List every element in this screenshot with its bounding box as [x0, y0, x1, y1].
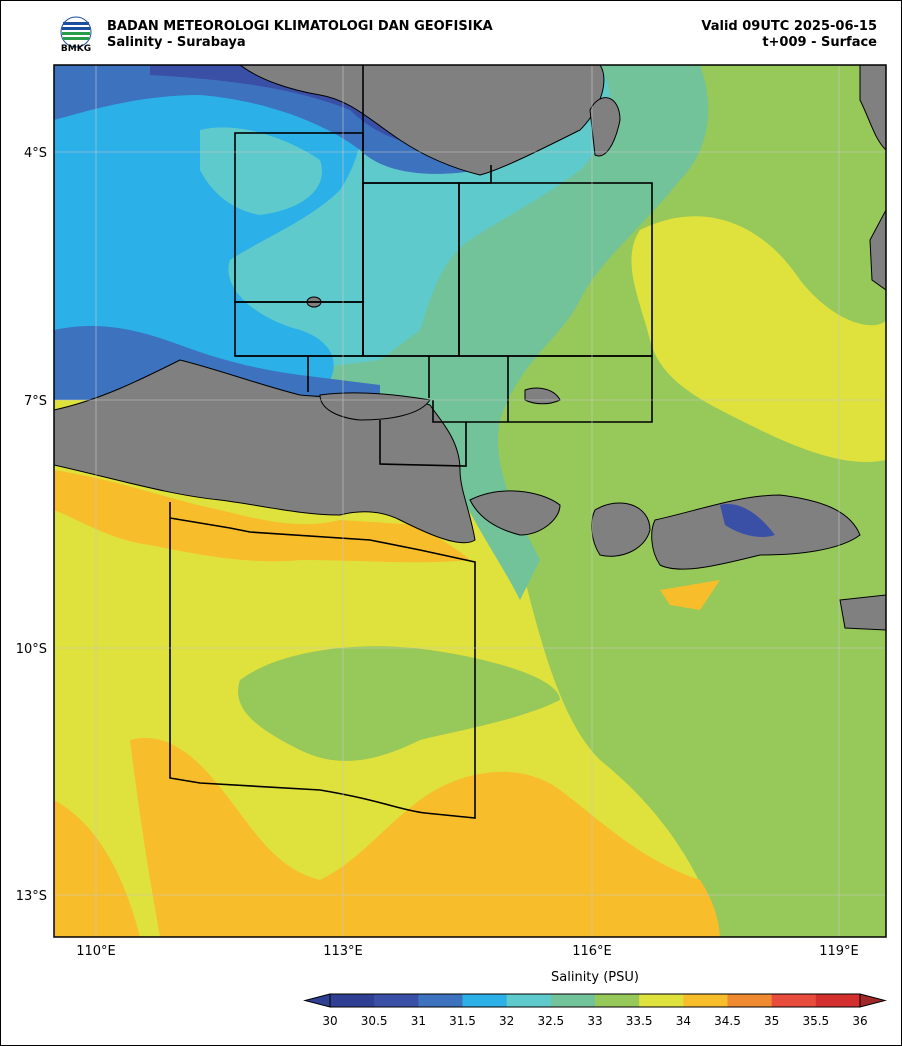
colorbar-bin	[462, 994, 508, 1007]
ocean-orange-south	[130, 738, 720, 937]
lat-label-4s: 4°S	[24, 146, 47, 161]
forecast-zones	[169, 65, 653, 819]
graticule	[54, 65, 886, 937]
colorbar-bin	[418, 994, 463, 1007]
colorbar-arrow-max	[859, 993, 887, 1008]
ocean-yellow-patch	[631, 216, 886, 462]
lead-time: t+009 - Surface	[762, 35, 877, 50]
ocean-orange-small	[660, 580, 720, 610]
land-sumba	[839, 594, 886, 631]
zone-6	[379, 420, 467, 467]
colorbar-bin	[771, 994, 817, 1007]
colorbar-tick-label: 32	[499, 1014, 514, 1028]
colorbar-bin	[374, 994, 419, 1007]
product-title: Salinity - Surabaya	[107, 35, 246, 50]
colorbar-tick-label: 34.5	[714, 1014, 741, 1028]
colorbar-tick-label: 35.5	[802, 1014, 829, 1028]
colorbar-bin	[815, 994, 861, 1007]
colorbar-bin	[330, 994, 375, 1007]
sumbawa-bay	[720, 504, 775, 537]
colorbar-border	[329, 993, 861, 1008]
lat-label-10s: 10°S	[16, 642, 47, 657]
lon-label-113e: 113°E	[323, 944, 363, 959]
lat-label-7s: 7°S	[24, 394, 47, 409]
org-title: BADAN METEOROLOGI KLIMATOLOGI DAN GEOFIS…	[107, 19, 493, 34]
bmkg-logo-text: BMKG	[60, 44, 92, 54]
map-border	[53, 64, 887, 938]
valid-time: Valid 09UTC 2025-06-15	[701, 19, 877, 34]
zone-divider-2	[363, 165, 492, 184]
zone-south	[169, 502, 476, 819]
ocean-green-swirl	[238, 646, 561, 761]
colorbar-arrow-min	[303, 993, 331, 1008]
colorbar-tick-label: 31	[411, 1014, 426, 1028]
colorbar-bin	[506, 994, 552, 1007]
land-bali	[469, 490, 561, 536]
lon-label-110e: 110°E	[76, 944, 116, 959]
colorbar: 30 30.5 31 31.5 32 32.5 33 33.5 34 34.5 35 35.5 36	[303, 993, 887, 1028]
bmkg-logo	[60, 16, 92, 48]
land-kalimantan-east	[589, 97, 621, 157]
colorbar-title: Salinity (PSU)	[551, 970, 639, 985]
colorbar-bin	[639, 994, 684, 1007]
colorbar-tick-label: 33	[587, 1014, 602, 1028]
land-sulawesi-south	[869, 209, 886, 291]
colorbar-tick-label: 31.5	[449, 1014, 476, 1028]
ocean-orange-sw	[54, 800, 140, 937]
land-kalimantan	[239, 65, 605, 176]
colorbar-tick-label: 30.5	[361, 1014, 388, 1028]
colorbar-tick-label: 30	[322, 1014, 337, 1028]
colorbar-bin	[683, 994, 728, 1007]
map-field	[54, 65, 886, 937]
colorbar-bin	[595, 994, 640, 1007]
colorbar-bin	[727, 994, 773, 1007]
lon-label-116e: 116°E	[572, 944, 612, 959]
colorbar-tick-label: 32.5	[537, 1014, 564, 1028]
colorbar-bin	[550, 994, 596, 1007]
colorbar-tick-label: 36	[852, 1014, 867, 1028]
lat-label-13s: 13°S	[16, 889, 47, 904]
colorbar-tick-label: 33.5	[626, 1014, 653, 1028]
zone-5	[235, 355, 653, 423]
lon-label-119e: 119°E	[819, 944, 859, 959]
colorbar-tick-label: 35	[764, 1014, 779, 1028]
ocean-light-blue-tongue	[200, 127, 322, 215]
colorbar-tick-label: 34	[676, 1014, 691, 1028]
